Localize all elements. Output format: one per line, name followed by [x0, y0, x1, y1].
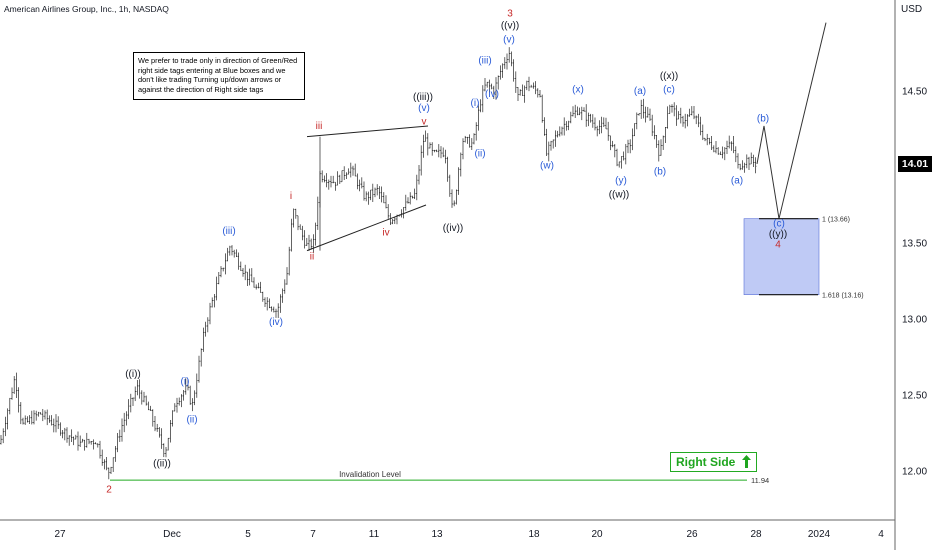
price-tick-label: 14.50 [902, 87, 927, 98]
wave-label: (ii) [186, 414, 197, 425]
projection-path [756, 22, 827, 219]
current-price-badge: 14.01 [898, 156, 932, 172]
wave-label: (b) [654, 167, 666, 178]
wave-label: (iii) [478, 56, 491, 67]
wave-label: ii [310, 252, 314, 263]
time-tick-label: Dec [163, 529, 181, 540]
time-tick-label: 5 [245, 529, 251, 540]
wave-label: 4 [775, 240, 781, 251]
wave-label: (i) [181, 376, 190, 387]
price-tick-label: 12.50 [902, 391, 927, 402]
time-tick-label: 27 [54, 529, 66, 540]
wave-label: (iv) [269, 317, 283, 328]
candles-layer [0, 47, 757, 480]
blue-box-upper-label: 1 (13.66) [822, 217, 850, 224]
wave-label: (iii) [222, 226, 235, 237]
wave-label: (b) [757, 113, 769, 124]
diagonal-upper-line [306, 125, 429, 138]
price-tick-label: 13.50 [902, 239, 927, 250]
diagonal-lower-line [306, 204, 427, 252]
wave-label: ((i)) [125, 369, 141, 380]
blue-box-lower-label: 1.618 (13.16) [822, 293, 864, 300]
symbol-title: American Airlines Group, Inc., 1h, NASDA… [4, 4, 169, 14]
wave-label: ((ii)) [153, 458, 171, 469]
wave-labels-layer: 2((i))((ii))(i)(ii)(iii)(iv)iiiiiiivv(v)… [106, 9, 787, 496]
wave-label: (v) [418, 103, 430, 114]
currency-label[interactable]: USD [901, 4, 923, 15]
wave-label: (x) [572, 85, 584, 96]
invalidation-value: 11.94 [751, 476, 769, 485]
time-tick-label: 20 [591, 529, 603, 540]
wave-label: (c) [663, 85, 675, 96]
wave-label: ((iii)) [413, 92, 433, 103]
wave-label: v [422, 116, 427, 127]
blue-box [743, 218, 820, 295]
price-tick-label: 13.00 [902, 315, 927, 326]
wave-label: (i) [471, 98, 480, 109]
wave-label: (w) [540, 161, 554, 172]
time-tick-label: 2024 [808, 529, 831, 540]
arrow-up-icon [741, 455, 751, 468]
invalidation-label: Invalidation Level [339, 470, 401, 479]
wave-label: (ii) [474, 148, 485, 159]
time-tick-label: 18 [528, 529, 540, 540]
wave-label: 2 [106, 484, 112, 495]
wave-label: i [290, 191, 292, 202]
strategy-note: We prefer to trade only in direction of … [133, 52, 305, 100]
wave-label: ((v)) [501, 21, 519, 32]
wave-label: (a) [634, 86, 646, 97]
price-tick-label: 12.00 [902, 467, 927, 478]
wave-label: iv [382, 227, 389, 238]
wave-label: iii [316, 121, 323, 132]
time-tick-label: 28 [750, 529, 762, 540]
wave-label: (iv) [485, 89, 499, 100]
time-tick-label: 26 [686, 529, 698, 540]
time-tick-label: 11 [369, 529, 380, 540]
wave-label: ((w)) [609, 189, 630, 200]
wave-label: 3 [507, 9, 513, 20]
wave-label: (v) [503, 34, 515, 45]
wave-label: ((x)) [660, 71, 678, 82]
time-tick-label: 7 [310, 529, 316, 540]
overlays-layer: Invalidation Level 11.94 1 (13.66) 1.618 (1… [110, 22, 864, 485]
right-side-tag: Right Side [670, 452, 757, 472]
time-tick-label: 4 [878, 529, 884, 540]
right-side-label: Right Side [676, 455, 736, 469]
wave-label: (y) [615, 176, 627, 187]
wave-label: ((iv)) [443, 223, 464, 234]
wave-label: ((y)) [769, 229, 787, 240]
wave-label: (c) [773, 218, 785, 229]
wave-label: (a) [731, 176, 743, 187]
time-tick-label: 13 [431, 529, 443, 540]
